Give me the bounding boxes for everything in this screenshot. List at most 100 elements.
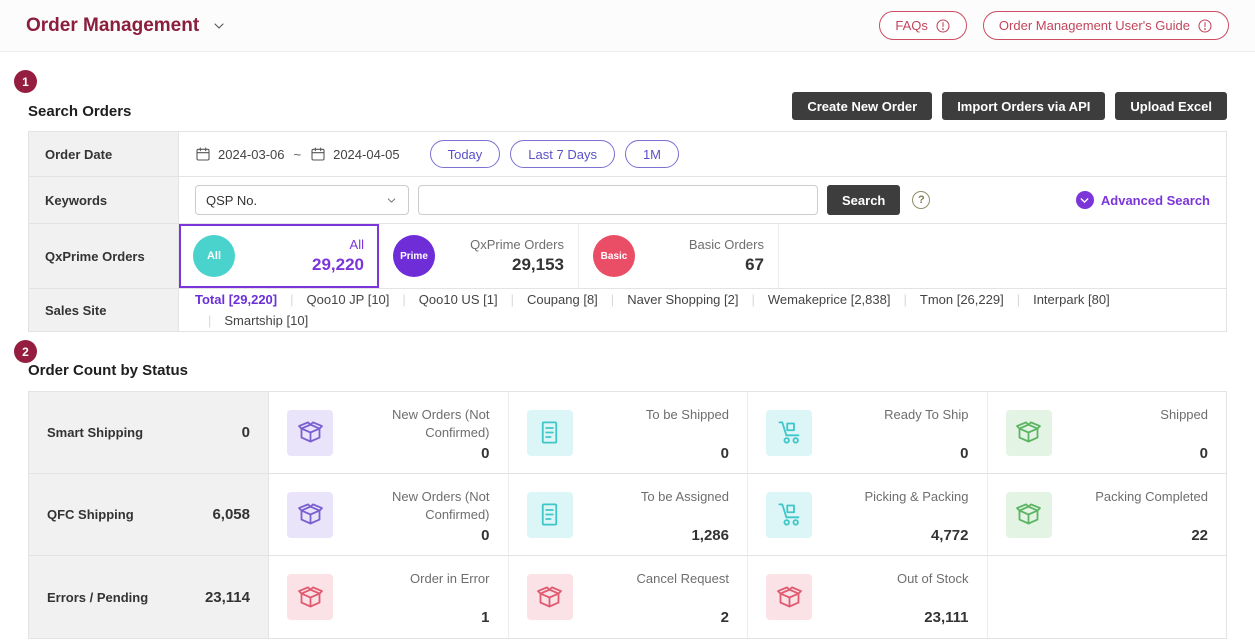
to-be-assigned-icon: [526, 491, 573, 538]
prime-chip-icon: Prime: [393, 235, 435, 277]
search-button[interactable]: Search: [827, 185, 901, 215]
status-cell-value: 0: [481, 526, 490, 544]
faqs-button[interactable]: FAQs: [879, 11, 967, 40]
sales-site-link-wemakeprice[interactable]: Wemakeprice [2,838]: [738, 292, 891, 307]
cancel-request-cell[interactable]: Cancel Request 2: [509, 556, 748, 638]
status-cell-label: Out of Stock: [896, 571, 969, 586]
qfc-to-be-assigned-cell[interactable]: To be Assigned 1,286: [509, 474, 748, 555]
status-row-total: 23,114: [204, 588, 250, 606]
search-orders-section: 1 Search Orders Create New Order Import …: [14, 70, 1227, 332]
ready-to-ship-trolley-icon: [766, 409, 812, 456]
status-cell-label: Shipped: [1160, 406, 1208, 422]
create-new-order-button[interactable]: Create New Order: [792, 92, 933, 120]
new-orders-box-icon: [287, 409, 333, 456]
calendar-icon[interactable]: [310, 146, 326, 162]
advanced-search-label: Advanced Search: [1100, 192, 1210, 208]
order-in-error-cell[interactable]: Order in Error 1: [269, 556, 509, 638]
sales-site-label: Sales Site: [29, 289, 179, 331]
status-row-total: 0: [241, 424, 250, 441]
order-count-title: Order Count by Status: [28, 362, 189, 379]
start-date-field[interactable]: 2024-03-06: [195, 146, 285, 162]
qfc-shipping-row: QFC Shipping 6,058 New Orders (Not Confi…: [29, 474, 1226, 556]
sales-site-link-tmon[interactable]: Tmon [26,229]: [890, 292, 1004, 307]
page-title: Order Management: [26, 14, 200, 36]
smart-shipped-cell[interactable]: Shipped 0: [988, 392, 1227, 473]
status-cell-label: New Orders (Not Confirmed): [391, 406, 490, 441]
help-icon[interactable]: ?: [912, 191, 931, 209]
picking-packing-trolley-icon: [766, 491, 812, 538]
status-cell-value: 22: [1191, 526, 1208, 544]
status-cell-value: 4,772: [930, 526, 969, 544]
cancel-request-box-icon: [526, 574, 573, 620]
sales-site-total-link[interactable]: Total [29,220]: [195, 292, 278, 307]
status-cell-value: 0: [960, 444, 969, 462]
smart-new-orders-cell[interactable]: New Orders (Not Confirmed) 0: [269, 392, 509, 473]
qfc-packing-completed-cell[interactable]: Packing Completed 22: [988, 474, 1227, 555]
end-date-field[interactable]: 2024-04-05: [310, 146, 400, 162]
keywords-row: Keywords QSP No. Search ? Advanced Searc…: [29, 177, 1226, 224]
status-cell-value: 0: [481, 444, 490, 462]
qfc-new-orders-cell[interactable]: New Orders (Not Confirmed) 0: [269, 474, 509, 555]
search-orders-title: Search Orders: [28, 103, 132, 120]
status-cell-label: Cancel Request: [636, 571, 730, 586]
status-row-label: Smart Shipping: [47, 425, 144, 440]
sales-site-link-coupang[interactable]: Coupang [8]: [498, 292, 598, 307]
chevron-down-icon: [385, 194, 398, 207]
segment-label: QxPrime Orders: [470, 237, 564, 252]
new-orders-box-icon: [287, 491, 333, 538]
out-of-stock-cell[interactable]: Out of Stock 23,111: [748, 556, 988, 638]
status-cell-value: 0: [1199, 444, 1208, 462]
qxprime-filter-prime[interactable]: Prime QxPrime Orders 29,153: [379, 224, 579, 288]
sales-site-link-smartship[interactable]: Smartship [10]: [195, 313, 308, 328]
info-icon: [935, 18, 951, 34]
user-guide-button[interactable]: Order Management User's Guide: [982, 11, 1229, 40]
last-7-days-button[interactable]: Last 7 Days: [510, 140, 615, 168]
chevron-down-circle-icon: [1075, 191, 1094, 209]
status-cell-value: 23,111: [924, 609, 969, 626]
to-be-shipped-icon: [526, 409, 573, 456]
date-range-separator: ~: [293, 146, 302, 162]
status-cell-value: 2: [720, 609, 729, 626]
one-month-button[interactable]: 1M: [624, 140, 680, 168]
sales-site-link-interpark[interactable]: Interpark [80]: [1004, 292, 1110, 307]
end-date-value: 2024-04-05: [333, 146, 400, 162]
all-chip-icon: All: [193, 235, 235, 277]
today-button[interactable]: Today: [429, 140, 501, 168]
sales-site-link-naver[interactable]: Naver Shopping [2]: [598, 292, 738, 307]
status-table: Smart Shipping 0 New Orders (Not Confirm…: [28, 391, 1227, 639]
smart-shipping-label-cell: Smart Shipping 0: [29, 392, 269, 473]
import-orders-api-button[interactable]: Import Orders via API: [942, 92, 1106, 120]
qfc-picking-packing-cell[interactable]: Picking & Packing 4,772: [748, 474, 988, 555]
upload-excel-button[interactable]: Upload Excel: [1115, 92, 1227, 120]
sales-site-link-qoo10-jp[interactable]: Qoo10 JP [10]: [277, 292, 390, 307]
qxprime-filter-all[interactable]: All All 29,220: [179, 224, 379, 288]
smart-to-be-shipped-cell[interactable]: To be Shipped 0: [509, 392, 748, 473]
search-panel: Order Date 2024-03-06 ~ 2024-04-05 Today…: [28, 131, 1227, 332]
status-cell-label: Packing Completed: [1095, 488, 1208, 504]
keywords-label: Keywords: [29, 177, 179, 223]
advanced-search-toggle[interactable]: Advanced Search: [1075, 191, 1210, 209]
page-title-dropdown-icon[interactable]: [211, 18, 227, 34]
keyword-type-select[interactable]: QSP No.: [195, 185, 409, 215]
start-date-value: 2024-03-06: [218, 146, 285, 162]
status-cell-label: To be Shipped: [645, 406, 729, 422]
status-cell-label: Order in Error: [410, 571, 490, 586]
qfc-shipping-label-cell: QFC Shipping 6,058: [29, 474, 269, 555]
status-cell-label: Ready To Ship: [884, 406, 969, 422]
smart-ready-to-ship-cell[interactable]: Ready To Ship 0: [748, 392, 988, 473]
status-cell-label: To be Assigned: [640, 488, 729, 504]
basic-chip-icon: Basic: [593, 235, 635, 277]
segment-label: Basic Orders: [688, 237, 764, 252]
order-date-label: Order Date: [29, 132, 179, 176]
faqs-label: FAQs: [895, 18, 928, 33]
keyword-input[interactable]: [418, 185, 818, 215]
order-error-box-icon: [287, 574, 333, 620]
keyword-type-value: QSP No.: [206, 192, 258, 208]
sales-site-link-qoo10-us[interactable]: Qoo10 US [1]: [389, 292, 498, 307]
step-1-badge: 1: [14, 70, 37, 93]
sales-site-row: Sales Site Total [29,220] Qoo10 JP [10] …: [29, 289, 1226, 331]
qxprime-filter-basic[interactable]: Basic Basic Orders 67: [579, 224, 779, 288]
errors-pending-row: Errors / Pending 23,114 Order in Error 1…: [29, 556, 1226, 638]
calendar-icon[interactable]: [195, 146, 211, 162]
status-cell-value: 1: [481, 609, 490, 626]
